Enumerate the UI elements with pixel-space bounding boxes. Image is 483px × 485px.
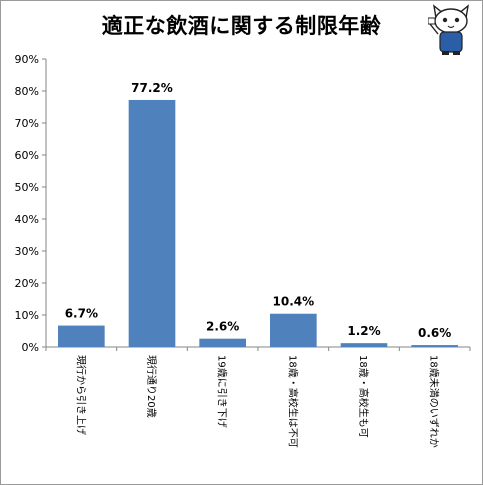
cat-mascot-icon [428, 4, 469, 55]
y-tick-label: 80% [15, 85, 39, 98]
axes [42, 58, 471, 351]
x-tick-label: 18歳・高校生は不可 [286, 355, 299, 448]
data-label: 77.2% [131, 81, 173, 95]
y-tick-label: 60% [15, 149, 39, 162]
bars [58, 99, 458, 348]
y-tick-labels: 0% 10% 20% 30% 40% 50% 60% 70% 80% 90% [15, 53, 39, 354]
chart-title: 適正な飲酒に関する制限年齢 [101, 14, 382, 38]
bar [411, 345, 458, 347]
y-tick-label: 50% [15, 181, 39, 194]
data-label: 1.2% [347, 324, 380, 338]
x-tick-labels: 現行から引き上げ 現行通り20歳 19歳に引き下げ 18歳・高校生は不可 18歳・高校生… [74, 355, 439, 448]
bar [58, 325, 105, 347]
data-label: 10.4% [273, 295, 315, 309]
data-labels: 6.7% 77.2% 2.6% 10.4% 1.2% 0.6% [65, 81, 452, 340]
data-label: 2.6% [206, 320, 239, 334]
x-tick-label: 現行通り20歳 [145, 355, 158, 418]
bar [340, 343, 388, 347]
y-tick-label: 10% [15, 309, 39, 322]
y-tick-label: 90% [15, 53, 39, 66]
y-tick-label: 20% [15, 277, 39, 290]
y-tick-label: 40% [15, 213, 39, 226]
y-tick-label: 70% [15, 117, 39, 130]
x-tick-label: 18歳未満のいずれか [428, 355, 440, 448]
data-label: 6.7% [65, 307, 98, 321]
bar [270, 313, 317, 347]
bar [128, 99, 176, 348]
x-tick-label: 19歳に引き下げ [216, 355, 228, 428]
y-tick-label: 30% [15, 245, 39, 258]
bar [199, 338, 246, 347]
y-tick-label: 0% [22, 341, 39, 354]
data-label: 0.6% [418, 326, 451, 340]
x-tick-label: 現行から引き上げ [74, 355, 87, 435]
x-tick-label: 18歳・高校生も可 [357, 355, 370, 438]
